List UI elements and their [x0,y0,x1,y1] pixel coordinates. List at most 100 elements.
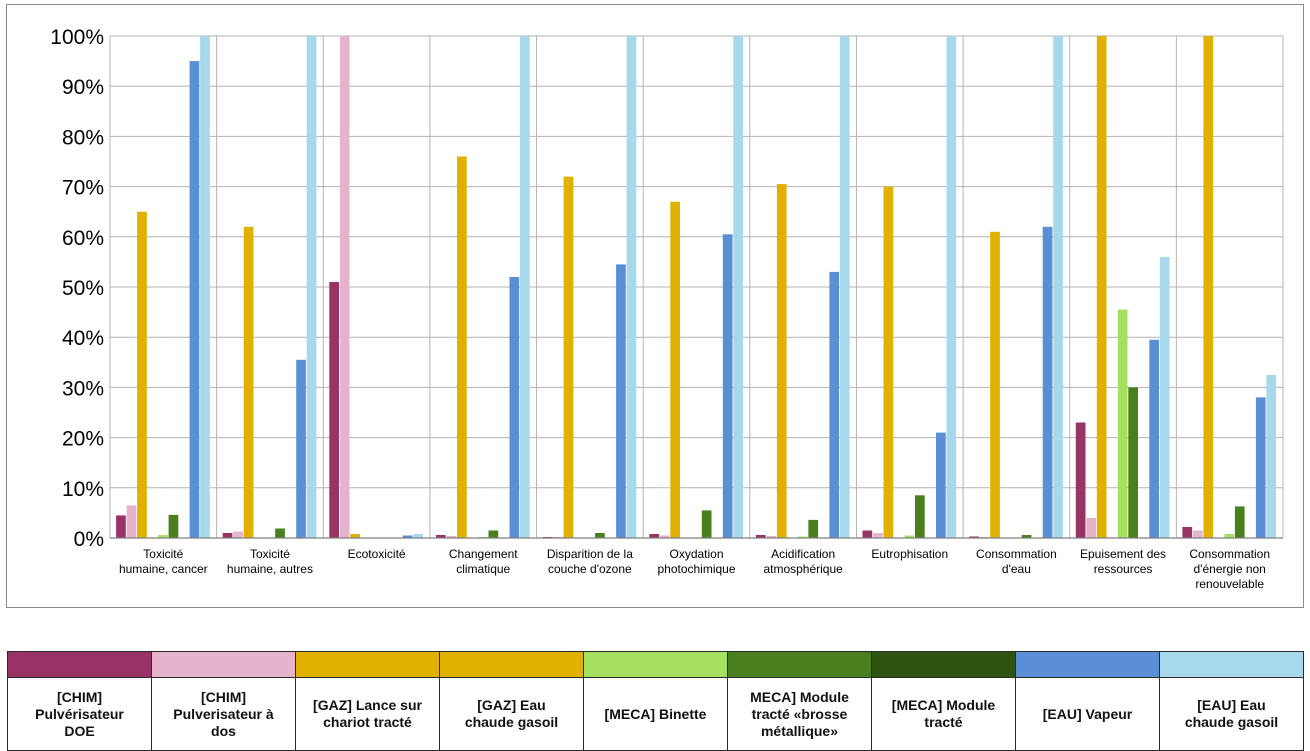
legend: [CHIM] Pulvérisateur DOE [CHIM] Pulverisateu… [7,651,1304,751]
bar-s4-c7 [904,535,915,538]
bar-s0-c7 [862,530,873,538]
legend-swatch [871,651,1016,678]
legend-swatch-row [7,651,1304,678]
bar-s1-c2 [339,36,350,538]
bar-s7-c5 [722,234,733,539]
chart-frame: 0% 10% 20% 30% 40% 50% 60% 70% 80% 90% 100% Toxicit… [6,4,1304,608]
y-tick-label: 80% [62,126,104,149]
y-tick-label: 70% [62,177,104,200]
bar-s8-c4 [626,36,637,538]
bar-s8-c10 [1266,374,1277,538]
bar-s1-c0 [126,505,137,538]
bar-s5-c3 [488,530,499,538]
bar-s5-c7 [915,495,925,538]
x-tick-label: Epuisement des ressources [1080,547,1166,576]
bar-s2-c6 [776,184,787,538]
legend-entry-label: [GAZ] Lance sur chariot tracté [295,677,440,751]
bar-s8-c9 [1159,256,1170,538]
bar-s7-c1 [296,359,306,538]
x-tick-label: Disparition de la couche d'ozone [547,547,633,576]
bar-s0-c5 [649,534,659,538]
legend-swatch [1015,651,1160,678]
x-tick-label: Acidification atmosphérique [763,547,843,576]
bar-s0-c8 [969,536,979,538]
legend-entry-label: [MECA] Binette [583,677,728,751]
bar-s5-c9 [1128,387,1138,538]
legend-entry-label: [EAU] Eau chaude gasoil [1159,677,1304,751]
x-tick-label: Consommation d'eau [976,547,1057,576]
legend-label-row: [CHIM] Pulvérisateur DOE [CHIM] Pulverisateu… [7,677,1304,751]
bar-s1-c10 [1192,530,1203,538]
bar-s7-c6 [829,271,840,538]
bar-s8-c5 [733,36,743,538]
bar-s5-c6 [808,519,819,538]
bar-s7-c4 [616,264,626,538]
bar-s5-c5 [701,510,712,538]
bar-s4-c9 [1117,309,1128,538]
bar-s8-c3 [520,36,530,538]
bar-s5-c10 [1234,506,1245,538]
bar-s8-c8 [1053,36,1063,538]
bar-s2-c3 [457,156,467,538]
x-tick-label: Eutrophisation [871,547,948,561]
bar-s7-c10 [1255,397,1266,538]
bar-s7-c3 [509,277,520,538]
x-tick-label: Toxicité humaine, cancer [119,547,208,576]
bar-s8-c7 [946,36,957,538]
bar-s8-c2 [413,534,423,538]
bar-s0-c3 [436,535,446,538]
legend-entry-label: [EAU] Vapeur [1015,677,1160,751]
legend-swatch [151,651,296,678]
y-tick-label: 0% [74,528,104,551]
bar-s2-c1 [243,226,254,539]
y-tick-label: 90% [62,76,104,99]
bar-s8-c6 [839,36,850,538]
bar-s2-c0 [137,211,147,538]
legend-swatch [727,651,872,678]
bar-s7-c0 [189,61,200,538]
legend-swatch [295,651,440,678]
bar-s1-c5 [659,535,670,538]
bar-s0-c0 [116,515,126,538]
y-tick-label: 100% [50,26,104,49]
bar-s1-c6 [766,536,777,538]
bar-s1-c1 [233,531,243,538]
legend-swatch [583,651,728,678]
bar-s7-c7 [936,432,946,538]
x-tick-label: Consommation d'énergie non renouvelable [1189,547,1270,591]
bar-s7-c8 [1042,226,1053,539]
legend-swatch [439,651,584,678]
bar-s2-c4 [563,176,574,538]
bar-s0-c1 [222,533,233,538]
bar-s5-c0 [168,514,179,538]
bar-s2-c7 [883,186,894,538]
legend-swatch [1159,651,1304,678]
bar-s7-c9 [1149,339,1159,538]
legend-swatch [7,651,152,678]
bar-chart: 0% 10% 20% 30% 40% 50% 60% 70% 80% 90% 100% Toxicit… [50,26,1284,591]
x-tick-label: Changement climatique [449,547,518,576]
legend-entry-label: [MECA] Module tracté [871,677,1016,751]
x-tick-label: Ecotoxicité [348,547,406,561]
bar-s0-c9 [1075,422,1086,538]
bar-s5-c8 [1021,535,1032,538]
bar-s0-c6 [755,535,766,538]
y-tick-label: 20% [62,428,104,451]
bar-s1-c3 [446,536,457,538]
bar-s2-c10 [1203,36,1214,538]
x-tick-label: Toxicité humaine, autres [227,547,313,576]
bar-s2-c5 [670,201,680,538]
bar-s2-c2 [350,534,360,538]
legend-entry-label: [GAZ] Eau chaude gasoil [439,677,584,751]
bar-s2-c8 [990,231,1000,539]
legend-entry-label: [CHIM] Pulvérisateur DOE [7,677,152,751]
y-tick-label: 10% [62,478,104,501]
bar-s2-c9 [1096,36,1107,538]
bar-s1-c9 [1086,517,1096,538]
bar-s0-c10 [1182,527,1193,538]
bar-s5-c4 [595,533,605,538]
bar-s5-c1 [275,528,285,538]
bar-s1-c7 [873,533,883,538]
bar-s7-c2 [402,535,413,538]
bar-s8-c0 [200,36,210,538]
